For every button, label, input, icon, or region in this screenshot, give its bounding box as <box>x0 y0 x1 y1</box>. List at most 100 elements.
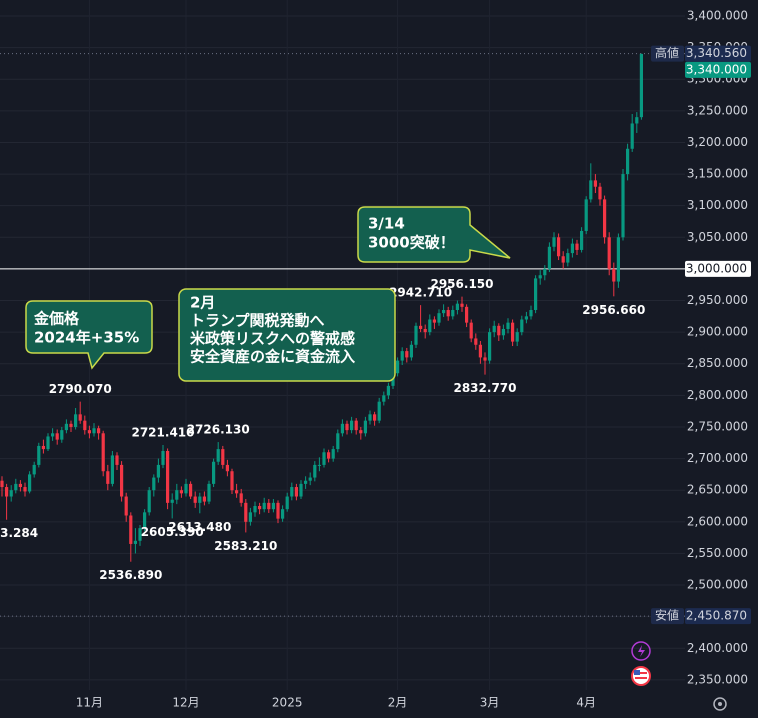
y-tick-label: 2,400.000 <box>687 641 748 655</box>
candle-body <box>557 237 561 257</box>
candle-body <box>607 237 611 269</box>
callout-box <box>357 206 511 263</box>
candle-body <box>271 502 275 510</box>
callout-text: 2024年+35% <box>34 329 139 347</box>
candle-body <box>409 344 413 358</box>
candle-body <box>451 310 455 317</box>
candle-body <box>87 430 91 434</box>
candle-body <box>212 461 216 484</box>
lightning-icon <box>638 645 645 657</box>
flag-stripe <box>635 672 647 674</box>
y-tick-label: 2,900.000 <box>687 325 748 339</box>
candle-body <box>483 357 487 361</box>
candle-body <box>478 344 482 358</box>
candle-body <box>313 464 317 478</box>
callout-text: 2月 <box>190 294 215 312</box>
candle-body <box>101 433 105 472</box>
y-tick-label: 2,600.000 <box>687 514 748 528</box>
candle-body <box>460 303 464 307</box>
candle-body <box>281 509 285 519</box>
callout-box <box>178 288 396 382</box>
candle-body <box>492 325 496 333</box>
callout-box <box>25 300 153 370</box>
candle-body <box>97 428 101 434</box>
candle-body <box>340 423 344 434</box>
settings-icon[interactable] <box>713 697 727 711</box>
price-label: 2956.660 <box>582 303 645 317</box>
price-label: 2721.410 <box>131 426 194 440</box>
y-tick-label: 2,700.000 <box>687 451 748 465</box>
candle-body <box>276 502 280 519</box>
candle-body <box>359 430 363 434</box>
price-label: 2790.070 <box>49 382 112 396</box>
y-tick-label: 3,100.000 <box>687 198 748 212</box>
candle-body <box>327 452 331 459</box>
candle-body <box>69 423 73 427</box>
candle-body <box>377 401 381 421</box>
candle-body <box>524 316 528 320</box>
callout-text: 金価格 <box>33 310 80 328</box>
y-tick-label: 2,350.000 <box>687 672 748 686</box>
y-tick-label: 3,250.000 <box>687 103 748 117</box>
candle-body <box>74 414 78 427</box>
candle-body <box>534 278 538 311</box>
last-price-badge <box>685 61 751 78</box>
candle-body <box>368 414 372 421</box>
candle-body <box>317 464 321 466</box>
candle-body <box>230 471 234 491</box>
candle-body <box>506 322 510 329</box>
candle-body <box>161 451 165 465</box>
price-label: 2605.390 <box>141 525 204 539</box>
candle-body <box>336 433 340 450</box>
candle-body <box>396 360 400 374</box>
candle-body <box>612 268 616 282</box>
candle-body <box>290 487 294 497</box>
candle-body <box>0 480 4 488</box>
low-value: 2,450.870 <box>686 609 747 623</box>
candle-body <box>294 487 298 497</box>
candle-body <box>143 512 147 529</box>
candle-body <box>432 319 436 323</box>
candle-body <box>23 487 27 492</box>
callout-text: 安全資産の金に資金流入 <box>190 348 355 366</box>
candle-body <box>258 506 262 510</box>
candle-body <box>184 483 188 494</box>
candle-body <box>193 496 197 503</box>
candles <box>0 53 643 562</box>
candle-body <box>202 496 206 502</box>
candle-body <box>60 430 64 440</box>
candle-body <box>501 328 505 336</box>
candle-body <box>561 256 565 263</box>
candle-body <box>14 483 18 491</box>
candle-body <box>626 148 630 175</box>
x-tick-label: 2025 <box>272 696 303 710</box>
event-icon[interactable] <box>631 641 651 661</box>
candle-body <box>598 186 602 200</box>
candle-body <box>474 338 478 345</box>
candle-body <box>345 423 349 431</box>
callout: 2月 トランプ関税発動へ 米政策リスクへの警戒感 安全資産の金に資金流入 <box>178 288 396 382</box>
candle-body <box>138 528 142 541</box>
candle-body <box>152 477 156 491</box>
candle-body <box>580 230 584 250</box>
price-label: 2583.210 <box>214 539 277 553</box>
y-tick-label: 2,850.000 <box>687 356 748 370</box>
candle-body <box>110 455 114 484</box>
flag-stripe <box>635 677 647 679</box>
candle-body <box>64 423 68 431</box>
candle-body <box>262 502 266 510</box>
flag-icon[interactable] <box>631 666 651 686</box>
candle-body <box>225 464 229 472</box>
candle-body <box>166 451 170 503</box>
price-label: 2613.480 <box>168 520 231 534</box>
y-tick-label: 2,650.000 <box>687 483 748 497</box>
y-tick-label: 2,500.000 <box>687 578 748 592</box>
candle-body <box>552 237 556 247</box>
candle-body <box>350 420 354 431</box>
price-label: 2832.770 <box>453 381 516 395</box>
candle-body <box>83 420 87 431</box>
candle-body <box>616 237 620 282</box>
flag-canton <box>634 670 640 675</box>
candle-body <box>46 436 50 450</box>
candle-body <box>488 332 492 361</box>
